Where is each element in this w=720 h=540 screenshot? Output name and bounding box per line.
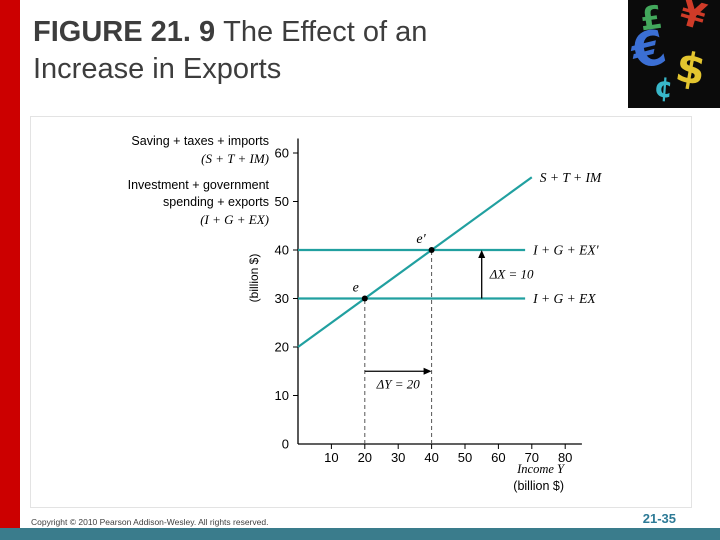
y-tick-label: 10 [275, 388, 289, 403]
y-axis-caption-line: Saving + taxes + imports [131, 134, 269, 148]
x-tick-label: 50 [458, 450, 472, 465]
x-tick-label: 40 [424, 450, 438, 465]
x-tick-label: 20 [358, 450, 372, 465]
point-label: e' [416, 232, 426, 247]
point-marker [428, 247, 435, 253]
currency-collage-image: € $ ¥ £ ¢ [628, 0, 720, 108]
series-line [297, 176, 533, 348]
x-axis-label-line1: Income Y [517, 462, 564, 476]
y-tick-label: 20 [275, 340, 289, 355]
x-tick-label: 10 [324, 450, 338, 465]
x-tick-label: 60 [491, 450, 505, 465]
y-tick-label: 0 [282, 437, 289, 452]
x-axis-label-line2: (billion $) [513, 479, 564, 493]
figure-panel: Saving + taxes + imports (S + T + IM) In… [30, 116, 692, 508]
delta-arrow-head [423, 367, 432, 375]
left-red-stripe [0, 0, 20, 540]
y-tick-label: 30 [275, 291, 289, 306]
yen-currency-glyph: ¥ [674, 0, 711, 39]
copyright-text: Copyright © 2010 Pearson Addison-Wesley.… [31, 517, 269, 527]
y-axis-caption-line: Investment + government [127, 178, 269, 192]
y-axis-caption: Saving + taxes + imports (S + T + IM) In… [128, 133, 269, 228]
title-line2: Increase in Exports [33, 53, 282, 85]
x-tick-label: 70 [525, 450, 539, 465]
bottom-bar [0, 528, 720, 540]
y-tick-label: 40 [275, 243, 289, 258]
series-label: S + T + IM [540, 170, 602, 185]
title-line1: The Effect of an [223, 16, 428, 48]
y-tick-label: 60 [275, 146, 289, 161]
figure-number-label: FIGURE 21. 9 [33, 16, 216, 48]
y-axis-caption-variables: (S + T + IM) [201, 151, 269, 166]
x-axis-label: Income Y (billion $) [513, 461, 564, 495]
x-tick-label: 80 [558, 450, 572, 465]
y-axis-caption-line: spending + exports [163, 195, 269, 209]
point-label: e [353, 281, 359, 296]
dollar-currency-glyph: $ [672, 41, 710, 96]
delta-arrow-head [478, 250, 486, 258]
delta-label: ΔX = 10 [489, 266, 534, 281]
point-marker [361, 295, 368, 302]
y-axis-caption-variables: (I + G + EX) [200, 212, 269, 227]
slide-title: FIGURE 21. 9 The Effect of an Increase in… [33, 14, 623, 88]
pound-currency-glyph: £ [637, 0, 665, 39]
delta-label: ΔY = 20 [376, 376, 421, 391]
series-label: I + G + EX [532, 291, 596, 306]
series-label: I + G + EX' [532, 243, 599, 258]
y-tick-label: 50 [275, 194, 289, 209]
cent-currency-glyph: ¢ [652, 70, 675, 105]
x-tick-label: 30 [391, 450, 405, 465]
figure-chart: 10 20 30 40 50 60 70 80 0 10 20 30 40 50 60 S + T + IM I… [275, 138, 602, 465]
page-number: 21-35 [642, 511, 676, 526]
